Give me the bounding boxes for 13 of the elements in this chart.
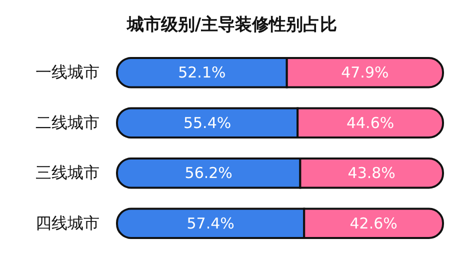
y-tick-label: 四线城市 bbox=[36, 213, 100, 232]
data-label: 44.6% bbox=[346, 114, 394, 132]
data-label: 43.8% bbox=[348, 164, 396, 182]
data-label: 56.2% bbox=[184, 164, 232, 182]
data-label: 55.4% bbox=[183, 114, 232, 132]
y-tick-label: 三线城市 bbox=[36, 163, 100, 182]
y-tick-label: 一线城市 bbox=[36, 62, 100, 82]
data-label: 52.1% bbox=[178, 64, 226, 82]
data-label: 57.4% bbox=[186, 214, 234, 232]
chart-title: 城市级别/主导装修性别占比 bbox=[126, 15, 338, 35]
data-label: 47.9% bbox=[341, 64, 389, 82]
y-tick-label: 二线城市 bbox=[36, 112, 100, 132]
data-label: 42.6% bbox=[350, 214, 398, 232]
